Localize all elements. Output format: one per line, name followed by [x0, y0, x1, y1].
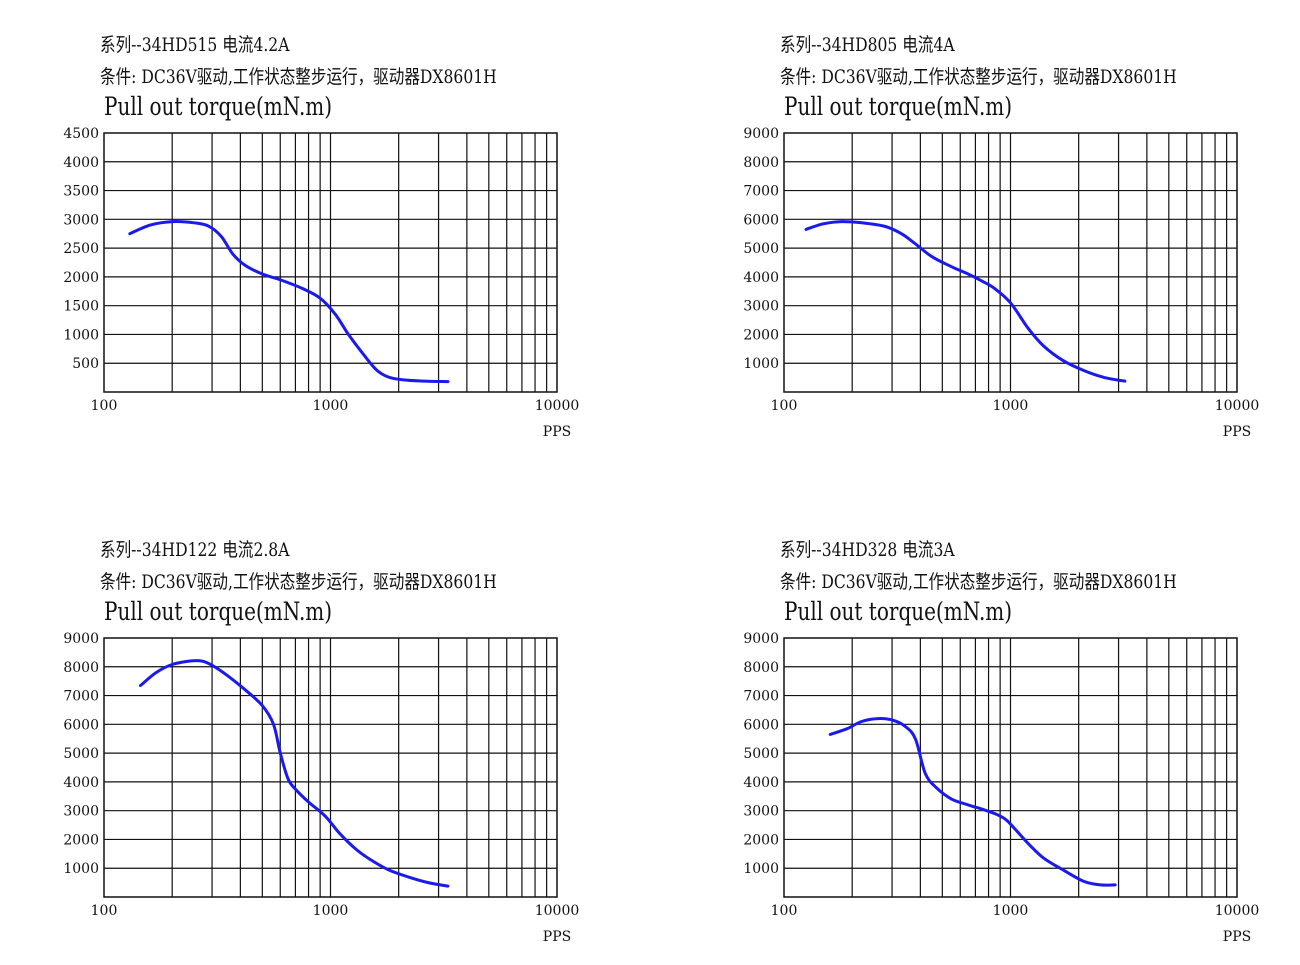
x-axis-label: PPS	[543, 929, 571, 945]
torque-curve-chart: 1000 2000 3000 4000 5000 6000 7000 8000 9000 100 1…	[63, 631, 580, 945]
x-tick-label: 1000	[993, 903, 1029, 919]
y-tick-label: 3000	[743, 804, 779, 820]
y-tick-label: 2000	[63, 832, 99, 848]
y-tick-label: 5000	[63, 746, 99, 762]
torque-curve-chart: 1000 2000 3000 4000 5000 6000 7000 8000 9000 100 1…	[743, 631, 1260, 945]
plot-frame	[103, 132, 558, 393]
x-tick-label: 100	[771, 903, 798, 919]
chart-title-conditions: 条件: DC36V驱动,工作状态整步运行，驱动器DX8601H	[780, 66, 1177, 88]
y-tick-label: 7000	[63, 689, 99, 705]
chart-panel-3: 系列--34HD122 电流2.8A 条件: DC36V驱动,工作状态整步运行，…	[0, 505, 640, 965]
torque-curve-chart: 500 1000 1500 2000 2500 3000 3500 4000 4500 100 10…	[63, 126, 580, 440]
chart-title-quantity: Pull out torque(mN.m)	[104, 597, 333, 626]
y-tick-label: 6000	[63, 717, 99, 733]
y-tick-label: 4000	[63, 775, 99, 791]
y-tick-label: 8000	[743, 155, 779, 171]
y-tick-label: 6000	[743, 717, 779, 733]
chart-title-series: 系列--34HD122 电流2.8A	[100, 539, 290, 561]
chart-title-series: 系列--34HD515 电流4.2A	[100, 34, 290, 56]
chart-panel-4: 系列--34HD328 电流3A 条件: DC36V驱动,工作状态整步运行，驱动…	[680, 505, 1300, 965]
y-tick-label: 9000	[743, 126, 779, 142]
plot-frame	[103, 637, 558, 898]
y-tick-label: 7000	[743, 689, 779, 705]
y-tick-label: 9000	[63, 631, 99, 647]
y-tick-label: 2000	[63, 270, 99, 286]
y-tick-label: 5000	[743, 746, 779, 762]
y-tick-label: 3500	[63, 184, 99, 200]
y-tick-label: 4000	[63, 155, 99, 171]
x-tick-label: 10000	[1215, 903, 1260, 919]
x-tick-label: 10000	[535, 903, 580, 919]
y-tick-label: 1500	[63, 299, 99, 315]
torque-curve-line	[828, 717, 1117, 887]
y-tick-label: 5000	[743, 241, 779, 257]
plot-frame	[783, 637, 1238, 898]
x-tick-label: 1000	[313, 398, 349, 414]
x-tick-label: 100	[771, 398, 798, 414]
torque-curve-line	[804, 220, 1127, 383]
x-tick-label: 100	[91, 398, 118, 414]
y-tick-label: 500	[72, 356, 99, 372]
x-axis-label: PPS	[1223, 929, 1251, 945]
y-tick-label: 2500	[63, 241, 99, 257]
y-tick-label: 6000	[743, 212, 779, 228]
y-tick-label: 3000	[743, 299, 779, 315]
y-tick-label: 4500	[63, 126, 99, 142]
torque-curve-line	[128, 220, 450, 384]
y-tick-label: 9000	[743, 631, 779, 647]
torque-curve-line	[139, 659, 450, 888]
x-tick-label: 1000	[993, 398, 1029, 414]
y-tick-label: 8000	[743, 660, 779, 676]
x-tick-label: 100	[91, 903, 118, 919]
y-tick-label: 4000	[743, 775, 779, 791]
torque-curve-chart: 1000 2000 3000 4000 5000 6000 7000 8000 9000 100 1…	[743, 126, 1260, 440]
chart-panel-1: 系列--34HD515 电流4.2A 条件: DC36V驱动,工作状态整步运行，…	[0, 0, 640, 460]
y-tick-label: 2000	[743, 832, 779, 848]
y-tick-label: 2000	[743, 327, 779, 343]
y-tick-label: 7000	[743, 184, 779, 200]
y-tick-label: 8000	[63, 660, 99, 676]
x-tick-label: 1000	[313, 903, 349, 919]
x-axis-label: PPS	[1223, 424, 1251, 440]
chart-title-quantity: Pull out torque(mN.m)	[104, 92, 333, 121]
chart-title-conditions: 条件: DC36V驱动,工作状态整步运行，驱动器DX8601H	[100, 571, 497, 593]
y-tick-label: 1000	[63, 861, 99, 877]
chart-title-quantity: Pull out torque(mN.m)	[784, 92, 1013, 121]
chart-title-conditions: 条件: DC36V驱动,工作状态整步运行，驱动器DX8601H	[780, 571, 1177, 593]
chart-title-conditions: 条件: DC36V驱动,工作状态整步运行，驱动器DX8601H	[100, 66, 497, 88]
chart-panel-2: 系列--34HD805 电流4A 条件: DC36V驱动,工作状态整步运行，驱动…	[680, 0, 1300, 460]
y-tick-label: 1000	[743, 356, 779, 372]
x-tick-label: 10000	[1215, 398, 1260, 414]
chart-title-series: 系列--34HD328 电流3A	[780, 539, 955, 561]
y-tick-label: 1000	[63, 327, 99, 343]
y-tick-label: 3000	[63, 804, 99, 820]
chart-title-series: 系列--34HD805 电流4A	[780, 34, 955, 56]
x-tick-label: 10000	[535, 398, 580, 414]
plot-frame	[783, 132, 1238, 393]
x-axis-label: PPS	[543, 424, 571, 440]
y-tick-label: 3000	[63, 212, 99, 228]
y-tick-label: 1000	[743, 861, 779, 877]
y-tick-label: 4000	[743, 270, 779, 286]
chart-title-quantity: Pull out torque(mN.m)	[784, 597, 1013, 626]
